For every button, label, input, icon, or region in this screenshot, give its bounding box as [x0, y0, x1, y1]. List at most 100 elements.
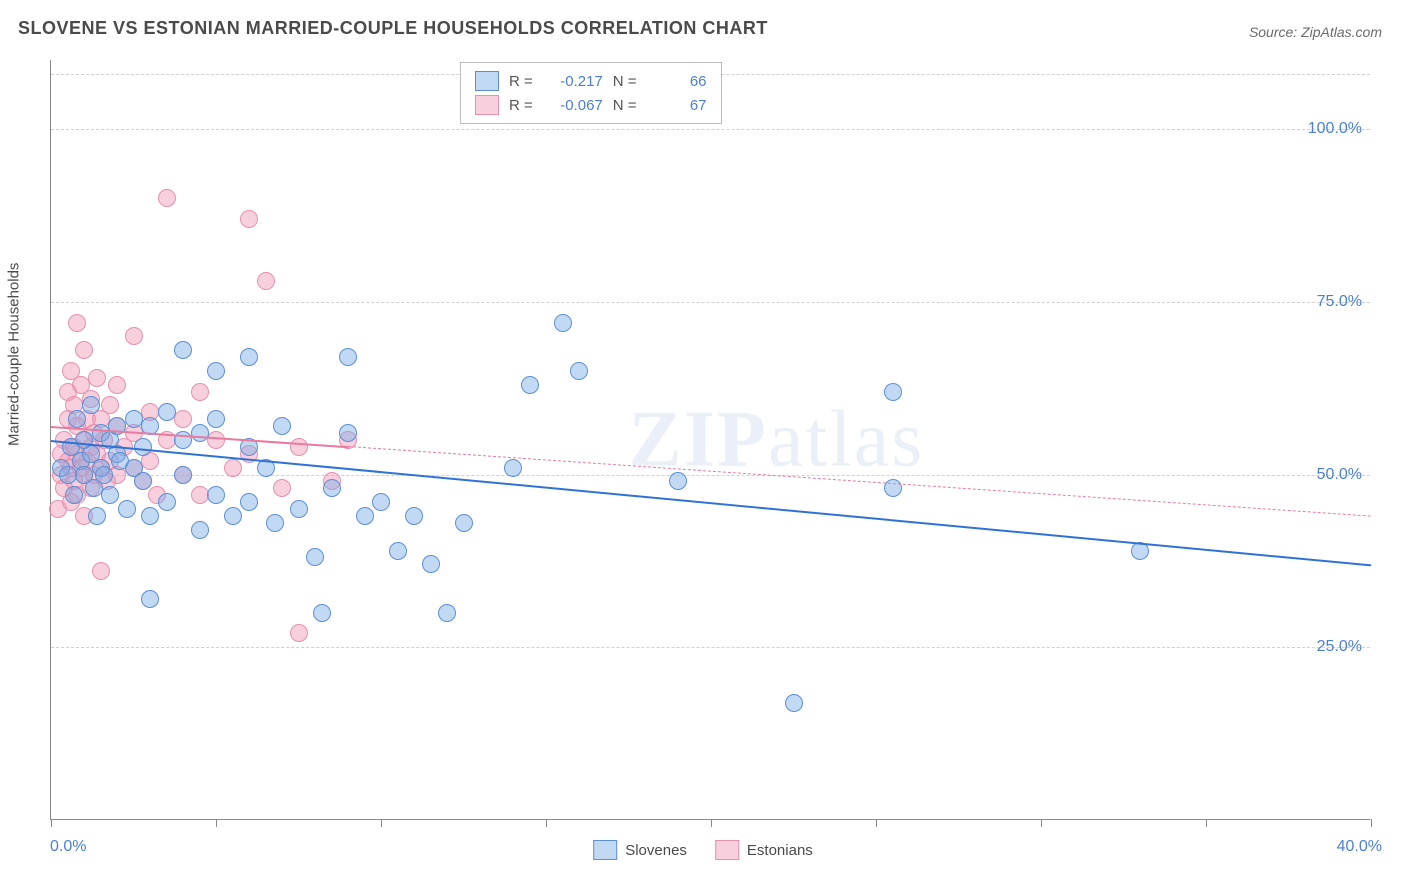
- scatter-point-slovenes: [884, 383, 902, 401]
- scatter-point-slovenes: [405, 507, 423, 525]
- x-axis-min-label: 0.0%: [50, 838, 86, 856]
- legend-swatch-estonians-bottom: [715, 840, 739, 860]
- r-value-2: -0.067: [543, 97, 603, 114]
- scatter-point-slovenes: [389, 542, 407, 560]
- scatter-point-slovenes: [554, 314, 572, 332]
- scatter-point-slovenes: [240, 348, 258, 366]
- source-name: ZipAtlas.com: [1301, 24, 1382, 40]
- scatter-point-estonians: [290, 624, 308, 642]
- scatter-point-estonians: [191, 486, 209, 504]
- scatter-point-slovenes: [570, 362, 588, 380]
- x-tick: [216, 819, 217, 827]
- y-tick-label: 100.0%: [1308, 120, 1362, 138]
- n-value-1: 66: [647, 73, 707, 90]
- x-axis-max-label: 40.0%: [1337, 838, 1382, 856]
- scatter-point-estonians: [125, 327, 143, 345]
- scatter-point-slovenes: [65, 486, 83, 504]
- scatter-point-slovenes: [134, 438, 152, 456]
- scatter-point-slovenes: [669, 472, 687, 490]
- chart-title: SLOVENE VS ESTONIAN MARRIED-COUPLE HOUSE…: [18, 18, 768, 39]
- scatter-point-slovenes: [82, 396, 100, 414]
- scatter-point-slovenes: [191, 424, 209, 442]
- scatter-point-slovenes: [290, 500, 308, 518]
- y-axis-title: Married-couple Households: [6, 263, 23, 446]
- x-tick: [546, 819, 547, 827]
- watermark: ZIPatlas: [628, 394, 924, 485]
- scatter-point-slovenes: [207, 362, 225, 380]
- scatter-point-slovenes: [134, 472, 152, 490]
- legend-stats-row-1: R = -0.217 N = 66: [475, 69, 707, 93]
- scatter-point-slovenes: [158, 493, 176, 511]
- legend-swatch-slovenes-bottom: [593, 840, 617, 860]
- scatter-point-slovenes: [339, 424, 357, 442]
- source-prefix: Source:: [1249, 24, 1301, 40]
- legend-item-slovenes: Slovenes: [593, 840, 687, 860]
- scatter-point-slovenes: [141, 590, 159, 608]
- scatter-point-slovenes: [158, 403, 176, 421]
- r-value-1: -0.217: [543, 73, 603, 90]
- scatter-point-estonians: [88, 369, 106, 387]
- scatter-point-slovenes: [356, 507, 374, 525]
- scatter-point-slovenes: [455, 514, 473, 532]
- scatter-point-slovenes: [266, 514, 284, 532]
- scatter-point-estonians: [92, 562, 110, 580]
- scatter-point-slovenes: [191, 521, 209, 539]
- scatter-point-slovenes: [339, 348, 357, 366]
- y-tick-label: 75.0%: [1317, 293, 1362, 311]
- gridline: [51, 475, 1370, 476]
- r-label-1: R =: [509, 73, 533, 90]
- gridline: [51, 647, 1370, 648]
- legend-swatch-slovenes: [475, 71, 499, 91]
- x-tick: [1371, 819, 1372, 827]
- scatter-point-slovenes: [95, 466, 113, 484]
- scatter-point-slovenes: [372, 493, 390, 511]
- scatter-point-slovenes: [174, 466, 192, 484]
- legend-swatch-estonians: [475, 95, 499, 115]
- scatter-point-slovenes: [422, 555, 440, 573]
- scatter-point-slovenes: [207, 486, 225, 504]
- scatter-point-estonians: [191, 383, 209, 401]
- n-label-1: N =: [613, 73, 637, 90]
- scatter-point-slovenes: [785, 694, 803, 712]
- scatter-point-slovenes: [68, 410, 86, 428]
- x-tick: [381, 819, 382, 827]
- scatter-point-slovenes: [273, 417, 291, 435]
- scatter-point-estonians: [101, 396, 119, 414]
- legend-label-slovenes: Slovenes: [625, 842, 687, 859]
- legend-stats-row-2: R = -0.067 N = 67: [475, 93, 707, 117]
- scatter-point-slovenes: [88, 507, 106, 525]
- scatter-point-estonians: [290, 438, 308, 456]
- scatter-point-slovenes: [224, 507, 242, 525]
- scatter-point-estonians: [257, 272, 275, 290]
- scatter-point-slovenes: [101, 486, 119, 504]
- scatter-point-estonians: [224, 459, 242, 477]
- scatter-point-slovenes: [59, 466, 77, 484]
- y-tick-label: 25.0%: [1317, 638, 1362, 656]
- source-attribution: Source: ZipAtlas.com: [1249, 24, 1382, 40]
- scatter-point-estonians: [273, 479, 291, 497]
- legend-stats: R = -0.217 N = 66 R = -0.067 N = 67: [460, 62, 722, 124]
- scatter-point-estonians: [240, 210, 258, 228]
- scatter-point-slovenes: [207, 410, 225, 428]
- y-tick-label: 50.0%: [1317, 466, 1362, 484]
- watermark-light: atlas: [768, 395, 925, 483]
- gridline: [51, 129, 1370, 130]
- scatter-point-slovenes: [323, 479, 341, 497]
- r-label-2: R =: [509, 97, 533, 114]
- scatter-point-slovenes: [125, 410, 143, 428]
- scatter-point-estonians: [108, 376, 126, 394]
- legend-label-estonians: Estonians: [747, 842, 813, 859]
- scatter-point-slovenes: [306, 548, 324, 566]
- plot-area: ZIPatlas 25.0% 50.0% 75.0% 100.0%: [50, 60, 1370, 820]
- scatter-point-slovenes: [313, 604, 331, 622]
- scatter-point-slovenes: [141, 507, 159, 525]
- x-tick: [51, 819, 52, 827]
- x-tick: [1206, 819, 1207, 827]
- scatter-point-slovenes: [504, 459, 522, 477]
- scatter-point-estonians: [75, 341, 93, 359]
- scatter-point-estonians: [158, 189, 176, 207]
- legend-series: Slovenes Estonians: [593, 840, 813, 860]
- scatter-point-slovenes: [240, 493, 258, 511]
- x-tick: [711, 819, 712, 827]
- x-tick: [876, 819, 877, 827]
